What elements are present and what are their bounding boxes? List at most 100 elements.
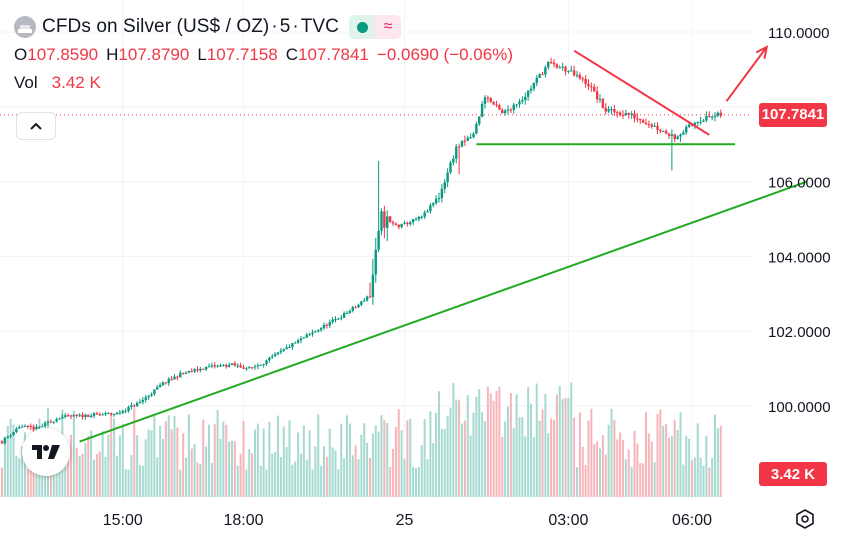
candle-body <box>288 347 291 349</box>
y-tick-label: 100.0000 <box>768 399 831 416</box>
candle-body <box>9 435 12 437</box>
volume-bar <box>179 469 182 497</box>
candle-body <box>230 363 234 365</box>
volume-bar <box>538 420 541 497</box>
volume-bar <box>691 459 693 497</box>
volume-bar <box>449 407 452 497</box>
volume-bar <box>587 420 590 497</box>
candle-body <box>351 307 354 311</box>
candle-body <box>107 413 110 415</box>
candle-body <box>285 347 288 349</box>
candle-body <box>572 70 576 76</box>
candle-body <box>273 354 277 357</box>
market-open-dot-icon[interactable] <box>349 15 376 39</box>
volume-bar <box>231 440 233 497</box>
volume-bar <box>173 416 176 497</box>
ohlc-row: O 107.8590 H 107.8790 L 107.7158 C 107.7… <box>14 44 521 66</box>
separator: · <box>271 16 278 37</box>
candle-body <box>271 356 274 358</box>
volume-bar <box>268 422 271 497</box>
volume-bar <box>228 441 231 497</box>
volume-bar <box>435 412 438 497</box>
candle-body <box>317 329 320 332</box>
volume-bar <box>323 446 325 497</box>
candle-body <box>544 67 547 75</box>
volume-bar <box>570 382 573 497</box>
volume-bar <box>699 457 702 497</box>
close-label: C <box>285 45 298 64</box>
settings-button[interactable] <box>793 507 817 531</box>
candle-body <box>480 104 484 117</box>
volume-bar <box>239 453 242 497</box>
candle-body <box>713 115 717 118</box>
candle-body <box>92 413 96 416</box>
volume-bar <box>665 424 668 497</box>
candle-body <box>52 421 55 423</box>
candle-body <box>647 124 651 126</box>
volume-bar <box>604 454 607 497</box>
candle-body <box>250 367 254 369</box>
candle-body <box>322 324 326 329</box>
volume-bar <box>190 448 193 497</box>
volume-bar <box>380 415 383 497</box>
volume-bar <box>21 446 24 497</box>
candle-body <box>636 118 639 120</box>
candle-body <box>184 372 188 374</box>
symbol-row[interactable]: CFDs on Silver (US$ / OZ) · 5 · TVC ≈ <box>14 14 521 40</box>
volume-bar <box>29 452 32 497</box>
candle-body <box>391 222 395 224</box>
volume-bar <box>515 394 518 497</box>
candle-body <box>492 101 495 105</box>
candle-body <box>521 100 524 102</box>
candle-body <box>282 348 285 351</box>
volume-bar <box>348 423 351 497</box>
candle-body <box>417 216 421 220</box>
volume-bar <box>328 428 331 497</box>
volume-bar <box>558 386 561 497</box>
candle-body <box>627 113 630 115</box>
candle-body <box>190 370 193 372</box>
volume-bar <box>702 465 705 497</box>
tradingview-logo-icon[interactable] <box>22 428 70 476</box>
candle-body <box>696 122 699 124</box>
volume-bar <box>236 465 239 497</box>
x-tick-label: 25 <box>396 512 414 529</box>
volume-bar <box>518 417 521 497</box>
candle-body <box>302 337 306 339</box>
volume-bar <box>18 458 21 497</box>
volume-bar <box>438 391 440 497</box>
candle-body <box>207 366 211 368</box>
candle-body <box>662 130 665 132</box>
market-status[interactable]: ≈ <box>349 15 402 39</box>
interval-label[interactable]: 5 <box>279 16 291 37</box>
candle-body <box>371 274 375 298</box>
candle-body <box>144 397 147 401</box>
volume-bar <box>498 386 501 497</box>
candle-body <box>3 437 7 444</box>
candle-body <box>498 105 501 110</box>
volume-bar <box>386 422 389 497</box>
collapse-legend-button[interactable] <box>16 112 56 140</box>
volume-bar <box>107 434 110 497</box>
symbol-title[interactable]: CFDs on Silver (US$ / OZ) <box>42 16 270 37</box>
candle-body <box>222 364 225 366</box>
volume-bar <box>377 431 380 497</box>
candle-body <box>446 172 449 183</box>
volume-bar <box>682 464 685 497</box>
volume-bar <box>245 469 248 497</box>
volume-bar <box>420 445 423 497</box>
volume-bar <box>6 425 9 497</box>
candle-body <box>515 104 518 106</box>
volume-bar <box>124 469 127 497</box>
volume-bar <box>162 439 164 497</box>
volume-bar <box>530 403 532 497</box>
candle-body <box>325 324 329 326</box>
volume-bar <box>463 420 466 497</box>
candle-body <box>633 113 636 119</box>
approx-icon[interactable]: ≈ <box>375 15 402 39</box>
volume-bar <box>259 465 262 497</box>
volume-bar <box>639 463 642 497</box>
candle-body <box>630 113 633 115</box>
